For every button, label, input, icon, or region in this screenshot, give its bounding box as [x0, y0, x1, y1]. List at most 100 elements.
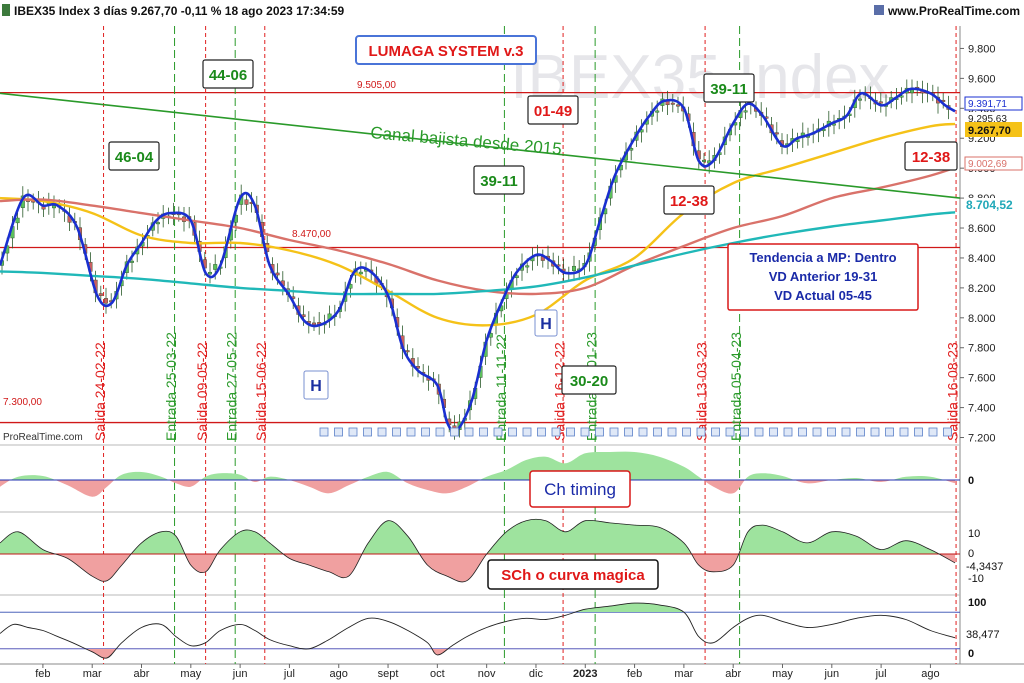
event-icon[interactable]	[392, 427, 401, 437]
event-icon[interactable]	[696, 427, 706, 437]
event-icon[interactable]	[856, 427, 865, 437]
x-tick-label: ago	[330, 668, 348, 680]
event-icon[interactable]	[493, 427, 503, 437]
osc3-tick-0: 0	[968, 648, 974, 660]
source-url[interactable]: www.ProRealTime.com	[887, 4, 1020, 18]
event-icon[interactable]	[928, 427, 938, 437]
system-title: LUMAGA SYSTEM v.3	[368, 43, 523, 60]
event-icon[interactable]	[827, 427, 836, 437]
x-tick-label: feb	[627, 668, 642, 680]
osc3-value: 38,477	[966, 629, 1000, 641]
osc-badges: 0 10 0 -10 -4,3437 100 0 38,477	[962, 475, 1022, 660]
event-icon[interactable]	[363, 427, 372, 437]
osc-negative-area	[0, 554, 956, 582]
status-line-2: VD Anterior 19-31	[769, 269, 878, 284]
event-icon[interactable]	[943, 427, 952, 437]
event-icon[interactable]	[624, 427, 633, 437]
event-icon[interactable]	[783, 427, 793, 437]
status-box: Tendencia a MP: Dentro VD Anterior 19-31…	[727, 243, 919, 311]
ch-timing-label: Ch timing	[529, 470, 631, 508]
system-title-box	[355, 35, 537, 65]
box-44-06: 44-06	[202, 59, 254, 89]
candle-body	[743, 110, 748, 113]
candle-body	[878, 101, 883, 104]
event-icon[interactable]	[406, 427, 416, 437]
box-46-04: 46-04	[108, 141, 160, 171]
price-line	[0, 87, 956, 433]
event-icon[interactable]	[435, 427, 445, 437]
event-icon[interactable]	[566, 427, 575, 437]
event-icon[interactable]	[508, 427, 517, 437]
event-icon[interactable]	[740, 427, 749, 437]
event-icon[interactable]	[348, 427, 358, 437]
chart-type-icon[interactable]	[2, 4, 10, 16]
x-axis: feb mar abr may jun jul ago sept oct nov dic 2023 fe…	[35, 664, 940, 680]
svg-text:30-20: 30-20	[570, 373, 608, 390]
event-icon[interactable]	[667, 427, 677, 437]
candle-body	[405, 350, 410, 353]
event-icon[interactable]	[638, 427, 648, 437]
event-icon[interactable]	[522, 427, 532, 437]
box-01-49: 01-49	[527, 95, 579, 125]
sch-tick-0: 0	[968, 548, 974, 560]
event-icon[interactable]	[899, 427, 909, 437]
svg-text:44-06: 44-06	[209, 67, 247, 84]
candle-body	[676, 104, 681, 107]
candle-body	[774, 132, 779, 135]
x-tick-label: jul	[283, 668, 295, 680]
event-icon[interactable]	[377, 427, 387, 437]
event-icon[interactable]	[319, 427, 329, 437]
event-icon[interactable]	[841, 427, 851, 437]
event-icon[interactable]	[334, 427, 343, 437]
y-tick-label: 8.600	[968, 223, 996, 235]
event-icon[interactable]	[812, 427, 822, 437]
sch-label: SCh o curva magica	[487, 559, 659, 590]
signal-label: Entrada 25-03-22	[163, 332, 179, 441]
candle-body	[655, 110, 660, 113]
event-icon[interactable]	[798, 427, 807, 437]
svg-text:H: H	[310, 378, 322, 395]
ma_cyan-line	[0, 211, 956, 296]
svg-text:Ch timing: Ch timing	[544, 480, 616, 499]
signal-label: Salida 13-03-23	[693, 342, 709, 441]
prorealtime-logo-icon	[874, 5, 884, 15]
x-tick-label: may	[180, 668, 201, 680]
event-icon[interactable]	[595, 427, 604, 437]
x-tick-label: ago	[921, 668, 939, 680]
event-icon[interactable]	[754, 427, 764, 437]
event-icon[interactable]	[479, 427, 488, 437]
event-icon[interactable]	[450, 427, 459, 437]
y-tick-label: 7.600	[968, 373, 996, 385]
svg-text:12-38: 12-38	[912, 149, 950, 166]
event-icon[interactable]	[580, 427, 590, 437]
event-icon[interactable]	[682, 427, 691, 437]
y-tick-label: 8.200	[968, 283, 996, 295]
candle-body	[572, 265, 577, 272]
y-tick-label: 7.800	[968, 343, 996, 355]
badge-ma-cyan: 8.704,52	[966, 198, 1013, 212]
chart-title: IBEX35 Index 3 días 9.267,70 -0,11 % 18 …	[14, 4, 345, 18]
badge-ma-red: 9.002,69	[968, 159, 1007, 170]
event-icon[interactable]	[725, 427, 735, 437]
event-icon[interactable]	[914, 427, 923, 437]
panel-frames	[0, 26, 1024, 665]
event-icon[interactable]	[464, 427, 474, 437]
event-icon[interactable]	[537, 427, 546, 437]
candle-body	[103, 298, 108, 304]
status-line-3: VD Actual 05-45	[774, 288, 872, 303]
prorealtime-logo: ProRealTime.com	[3, 432, 83, 443]
candle-body	[910, 89, 915, 94]
event-icon[interactable]	[711, 427, 720, 437]
event-icon[interactable]	[653, 427, 662, 437]
event-icon[interactable]	[885, 427, 894, 437]
event-icon[interactable]	[870, 427, 880, 437]
y-tick-label: 7.200	[968, 433, 996, 445]
badge-ma-yellow: 9.295,63	[968, 114, 1007, 125]
sch-tick-neg10: -10	[968, 573, 984, 585]
x-tick-label: 2023	[573, 668, 597, 680]
event-icon[interactable]	[609, 427, 619, 437]
event-icon[interactable]	[769, 427, 778, 437]
event-icon[interactable]	[421, 427, 430, 437]
event-icon[interactable]	[551, 427, 561, 437]
